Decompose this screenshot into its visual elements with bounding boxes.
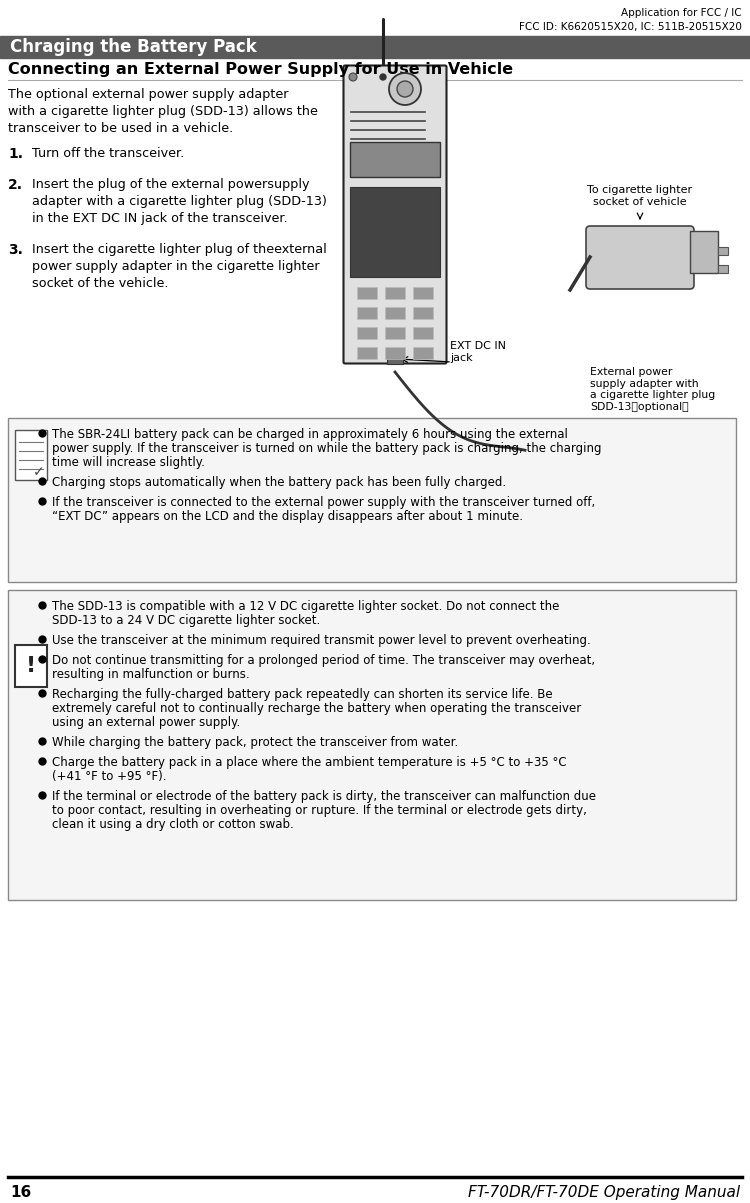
Text: FT-70DR/FT-70DE Operating Manual: FT-70DR/FT-70DE Operating Manual (468, 1185, 740, 1201)
Text: 1.: 1. (8, 147, 23, 161)
Text: Chraging the Battery Pack: Chraging the Battery Pack (10, 38, 256, 57)
Bar (413, 307, 433, 319)
Text: To cigarette lighter
socket of vehicle: To cigarette lighter socket of vehicle (587, 185, 692, 207)
Bar (350, 186, 440, 277)
Bar (385, 346, 405, 358)
Text: 16: 16 (10, 1185, 32, 1201)
Bar (357, 307, 377, 319)
Bar (357, 346, 377, 358)
Text: in the EXT DC IN jack of the transceiver.: in the EXT DC IN jack of the transceiver… (32, 212, 288, 225)
Bar (413, 327, 433, 339)
Bar (690, 231, 718, 273)
Text: While charging the battery pack, protect the transceiver from water.: While charging the battery pack, protect… (52, 736, 458, 749)
Bar (413, 288, 433, 300)
Bar (385, 327, 405, 339)
Text: clean it using a dry cloth or cotton swab.: clean it using a dry cloth or cotton swa… (52, 818, 294, 831)
Bar (350, 142, 440, 177)
Bar (385, 307, 405, 319)
Bar (8, 417, 736, 582)
Text: (+41 °F to +95 °F).: (+41 °F to +95 °F). (52, 770, 166, 783)
Text: FCC ID: K6620515X20, IC: 511B-20515X20: FCC ID: K6620515X20, IC: 511B-20515X20 (519, 22, 742, 32)
Bar (8, 589, 736, 900)
Text: power supply. If the transceiver is turned on while the battery pack is charging: power supply. If the transceiver is turn… (52, 442, 602, 455)
Circle shape (389, 73, 421, 105)
Bar (718, 265, 728, 273)
Text: If the terminal or electrode of the battery pack is dirty, the transceiver can m: If the terminal or electrode of the batt… (52, 790, 596, 802)
Bar (357, 327, 377, 339)
Text: adapter with a cigarette lighter plug (SDD-13): adapter with a cigarette lighter plug (S… (32, 195, 327, 208)
Text: ✓: ✓ (33, 466, 45, 479)
Text: EXT DC IN
jack: EXT DC IN jack (450, 342, 506, 363)
Circle shape (349, 73, 357, 81)
Bar (357, 288, 377, 300)
Text: resulting in malfunction or burns.: resulting in malfunction or burns. (52, 668, 250, 681)
Text: with a cigarette lighter plug (SDD-13) allows the: with a cigarette lighter plug (SDD-13) a… (8, 105, 318, 118)
Text: Charge the battery pack in a place where the ambient temperature is +5 °C to +35: Charge the battery pack in a place where… (52, 755, 567, 769)
Circle shape (380, 75, 386, 81)
Text: to poor contact, resulting in overheating or rupture. If the terminal or electro: to poor contact, resulting in overheatin… (52, 804, 587, 817)
Text: Connecting an External Power Supply for Use in Vehicle: Connecting an External Power Supply for … (8, 63, 513, 77)
Text: using an external power supply.: using an external power supply. (52, 716, 240, 729)
Text: Charging stops automatically when the battery pack has been fully charged.: Charging stops automatically when the ba… (52, 476, 506, 488)
Text: extremely careful not to continually recharge the battery when operating the tra: extremely careful not to continually rec… (52, 703, 581, 715)
Text: The optional external power supply adapter: The optional external power supply adapt… (8, 88, 289, 101)
Text: Recharging the fully-charged battery pack repeatedly can shorten its service lif: Recharging the fully-charged battery pac… (52, 688, 553, 701)
Text: time will increase slightly.: time will increase slightly. (52, 456, 205, 469)
Bar (718, 247, 728, 255)
Text: transceiver to be used in a vehicle.: transceiver to be used in a vehicle. (8, 122, 233, 135)
Text: Application for FCC / IC: Application for FCC / IC (621, 8, 742, 18)
Text: power supply adapter in the cigarette lighter: power supply adapter in the cigarette li… (32, 260, 320, 273)
Bar (15, 429, 47, 480)
Text: 2.: 2. (8, 178, 23, 192)
Text: !: ! (26, 656, 36, 676)
Text: The SBR-24LI battery pack can be charged in approximately 6 hours using the exte: The SBR-24LI battery pack can be charged… (52, 428, 568, 442)
Text: Use the transceiver at the minimum required transmit power level to prevent over: Use the transceiver at the minimum requi… (52, 634, 591, 647)
Text: If the transceiver is connected to the external power supply with the transceive: If the transceiver is connected to the e… (52, 496, 596, 509)
Text: SDD-13 to a 24 V DC cigarette lighter socket.: SDD-13 to a 24 V DC cigarette lighter so… (52, 614, 320, 627)
Bar (413, 346, 433, 358)
Text: Turn off the transceiver.: Turn off the transceiver. (32, 147, 184, 160)
Text: 3.: 3. (8, 243, 22, 257)
Text: “EXT DC” appears on the LCD and the display disappears after about 1 minute.: “EXT DC” appears on the LCD and the disp… (52, 510, 523, 523)
Text: socket of the vehicle.: socket of the vehicle. (32, 277, 169, 290)
Text: The SDD-13 is compatible with a 12 V DC cigarette lighter socket. Do not connect: The SDD-13 is compatible with a 12 V DC … (52, 600, 560, 614)
Circle shape (397, 81, 413, 97)
Text: External power
supply adapter with
a cigarette lighter plug
SDD-13（optional）: External power supply adapter with a cig… (590, 367, 716, 411)
Bar (385, 288, 405, 300)
Bar (0, 36, 750, 58)
Text: Insert the cigarette lighter plug of theexternal: Insert the cigarette lighter plug of the… (32, 243, 327, 256)
Bar (15, 645, 47, 687)
Bar (387, 356, 403, 365)
FancyBboxPatch shape (344, 65, 446, 363)
Text: Insert the plug of the external powersupply: Insert the plug of the external powersup… (32, 178, 310, 191)
Text: Do not continue transmitting for a prolonged period of time. The transceiver may: Do not continue transmitting for a prolo… (52, 654, 596, 666)
FancyBboxPatch shape (586, 226, 694, 289)
